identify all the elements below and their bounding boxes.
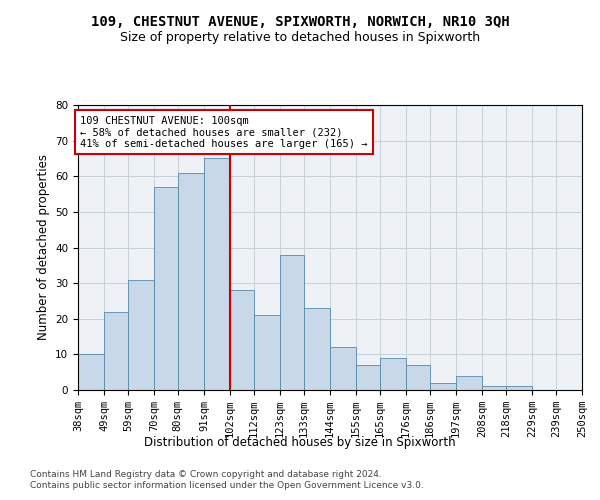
Bar <box>456 376 482 390</box>
Bar <box>104 312 128 390</box>
Bar <box>254 315 280 390</box>
Bar <box>356 365 380 390</box>
Bar <box>280 254 304 390</box>
Bar <box>154 187 178 390</box>
Bar <box>304 308 330 390</box>
Bar <box>230 290 254 390</box>
Text: Contains HM Land Registry data © Crown copyright and database right 2024.
Contai: Contains HM Land Registry data © Crown c… <box>30 470 424 490</box>
Bar <box>178 172 204 390</box>
Bar <box>128 280 154 390</box>
Text: Size of property relative to detached houses in Spixworth: Size of property relative to detached ho… <box>120 31 480 44</box>
Bar <box>330 347 356 390</box>
Text: Distribution of detached houses by size in Spixworth: Distribution of detached houses by size … <box>144 436 456 449</box>
Y-axis label: Number of detached properties: Number of detached properties <box>37 154 50 340</box>
Bar <box>204 158 230 390</box>
Text: 109 CHESTNUT AVENUE: 100sqm
← 58% of detached houses are smaller (232)
41% of se: 109 CHESTNUT AVENUE: 100sqm ← 58% of det… <box>80 116 368 149</box>
Bar <box>482 386 506 390</box>
Bar <box>380 358 406 390</box>
Text: 109, CHESTNUT AVENUE, SPIXWORTH, NORWICH, NR10 3QH: 109, CHESTNUT AVENUE, SPIXWORTH, NORWICH… <box>91 16 509 30</box>
Bar <box>430 383 456 390</box>
Bar <box>506 386 532 390</box>
Bar <box>406 365 430 390</box>
Bar <box>78 354 104 390</box>
